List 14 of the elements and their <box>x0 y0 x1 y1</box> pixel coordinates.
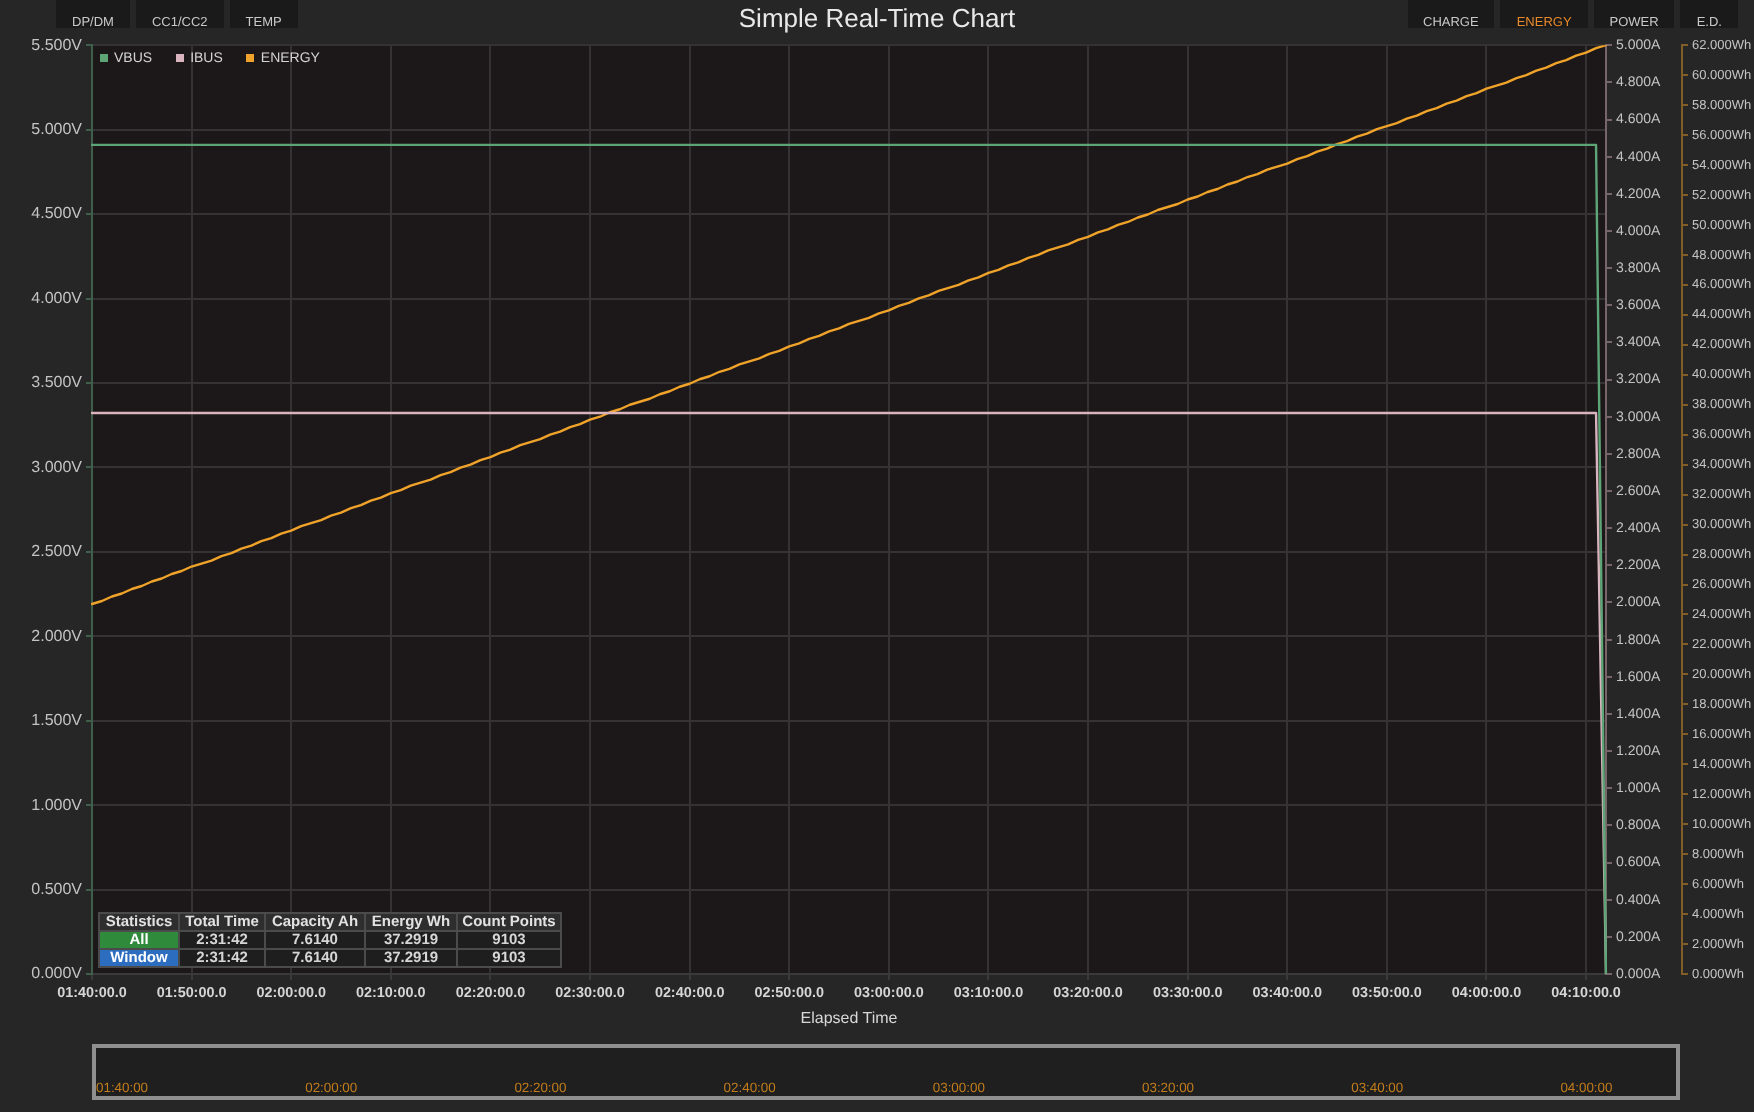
x-axis-title: Elapsed Time <box>800 1008 899 1027</box>
y-tick-label: 4.500V <box>31 204 84 223</box>
y-tick-label: 0.000V <box>31 964 84 983</box>
y-tick-label: 1.500V <box>31 711 84 730</box>
chart-title: Simple Real-Time Chart <box>738 2 1016 33</box>
y-tick-label: 5.500V <box>31 35 84 54</box>
y-tick-label: 4.000V <box>31 288 84 307</box>
y-tick-label: 5.000V <box>31 120 84 139</box>
y-tick-label: 1.000V <box>31 795 84 814</box>
y-tick-label: 2.000V <box>31 626 84 645</box>
y-tick-label: 0.500V <box>31 879 84 898</box>
y-tick-label: 2.500V <box>31 542 84 561</box>
y-tick-label: 3.000V <box>31 457 84 476</box>
y-tick-label: 3.500V <box>31 373 84 392</box>
